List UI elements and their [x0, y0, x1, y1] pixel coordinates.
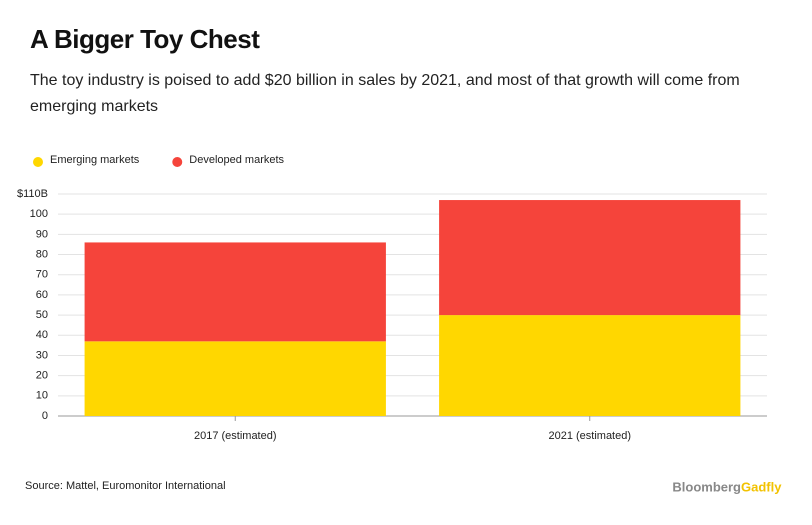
x-tick-label: 2021 (estimated) — [548, 430, 631, 442]
x-tick-label: 2017 (estimated) — [194, 430, 277, 442]
legend-swatch — [172, 157, 183, 167]
y-tick-label: 90 — [36, 228, 48, 240]
chart-subtitle: The toy industry is poised to add $20 bi… — [30, 72, 740, 115]
y-tick-label: 10 — [36, 390, 48, 402]
logo-product: Gadfly — [741, 479, 782, 494]
bar-segment — [439, 315, 741, 416]
legend-swatch — [33, 157, 43, 167]
y-tick-label: 50 — [36, 309, 48, 321]
y-tick-label: 30 — [36, 349, 48, 361]
bar-segment — [84, 242, 386, 342]
y-tick-label: 60 — [36, 289, 48, 301]
logo-brand: Bloomberg — [672, 479, 741, 494]
chart-title: A Bigger Toy Chest — [30, 24, 260, 54]
y-tick-label: $110B — [17, 188, 48, 200]
legend-label: Emerging markets — [50, 154, 140, 166]
y-tick-label: 70 — [36, 269, 48, 281]
y-tick-label: 40 — [36, 329, 48, 341]
y-tick-label: 100 — [30, 208, 48, 220]
y-tick-label: 80 — [36, 248, 48, 260]
legend-label: Developed markets — [189, 154, 284, 166]
y-tick-label: 0 — [42, 410, 48, 422]
source: Source: Mattel, Euromonitor Internationa… — [25, 480, 226, 492]
y-tick-label: 20 — [36, 370, 48, 382]
bar-segment — [84, 341, 386, 416]
bar-segment — [439, 200, 741, 316]
